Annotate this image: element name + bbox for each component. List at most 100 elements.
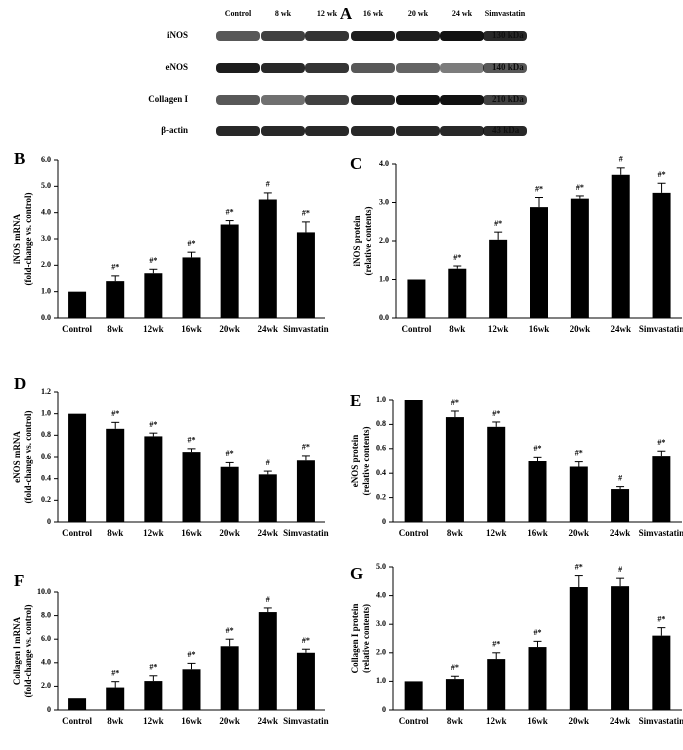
panel-label: A: [340, 4, 353, 23]
x-tick-label: 16wk: [527, 716, 548, 726]
band: [305, 126, 349, 136]
significance-mark: #: [266, 180, 270, 189]
band: [261, 126, 305, 136]
x-tick-label: Simvastatin: [283, 528, 329, 538]
x-tick-label: 20wk: [569, 528, 590, 538]
band: [483, 95, 527, 105]
x-tick-label: 16wk: [527, 528, 548, 538]
y-tick-label: 0.8: [41, 430, 51, 439]
x-tick-label: 8wk: [107, 716, 123, 726]
y-axis-label: (fold-change vs. control): [23, 192, 33, 285]
significance-mark: #*: [302, 209, 310, 218]
band: [351, 95, 395, 105]
bar: [144, 436, 163, 522]
significance-mark: #*: [534, 444, 542, 453]
y-tick-label: 0.0: [379, 313, 389, 322]
row-label: β-actin: [161, 125, 188, 135]
significance-mark: #: [619, 155, 623, 164]
x-tick-label: Control: [399, 528, 429, 538]
x-tick-label: Simvastatin: [639, 324, 683, 334]
band: [261, 31, 305, 41]
y-tick-label: 0.6: [376, 444, 386, 453]
y-tick-label: 4.0: [379, 159, 389, 168]
panel-label: C: [350, 154, 362, 173]
x-tick-label: 8wk: [107, 528, 123, 538]
y-axis-label: (relative contents): [363, 206, 373, 275]
y-tick-label: 0: [382, 517, 386, 526]
y-tick-label: 4.0: [376, 590, 386, 599]
row-label: iNOS: [167, 30, 188, 40]
significance-mark: #*: [657, 438, 665, 447]
y-tick-label: 0.0: [41, 313, 51, 322]
y-tick-label: 5.0: [41, 181, 51, 190]
x-tick-label: 12wk: [488, 324, 509, 334]
y-tick-label: 6.0: [41, 155, 51, 164]
y-tick-label: 4.0: [41, 658, 51, 667]
x-tick-label: 24wk: [258, 528, 279, 538]
bar: [144, 273, 163, 318]
x-tick-label: Simvastatin: [283, 716, 329, 726]
bar: [106, 428, 125, 522]
y-axis-label: iNOS protein: [352, 215, 362, 266]
bar: [652, 456, 671, 522]
y-tick-label: 2.0: [379, 236, 389, 245]
lane-label: 12 wk: [317, 9, 338, 18]
bar: [489, 239, 508, 318]
band: [351, 126, 395, 136]
y-axis-label: eNOS protein: [350, 435, 360, 488]
x-tick-label: 12wk: [143, 528, 164, 538]
x-tick-label: Simvastatin: [639, 528, 683, 538]
significance-mark: #*: [492, 640, 500, 649]
bar: [182, 669, 201, 710]
bar: [220, 646, 239, 710]
bar: [68, 413, 87, 522]
significance-mark: #*: [111, 263, 119, 272]
band: [216, 126, 260, 136]
x-tick-label: 16wk: [181, 324, 202, 334]
x-tick-label: Control: [62, 716, 92, 726]
x-tick-label: 20wk: [569, 716, 590, 726]
y-tick-label: 6.0: [41, 634, 51, 643]
panel-label: D: [14, 374, 26, 393]
significance-mark: #*: [149, 420, 157, 429]
bar: [296, 460, 315, 522]
band: [396, 126, 440, 136]
x-tick-label: Control: [62, 324, 92, 334]
y-tick-label: 0.6: [41, 452, 51, 461]
y-tick-label: 0.2: [376, 492, 386, 501]
x-tick-label: 12wk: [143, 716, 164, 726]
x-tick-label: 8wk: [107, 324, 123, 334]
x-tick-label: 24wk: [610, 716, 631, 726]
bar: [404, 400, 423, 522]
band: [483, 126, 527, 136]
bar: [258, 612, 277, 710]
y-tick-label: 3.0: [379, 197, 389, 206]
bar: [487, 659, 506, 710]
significance-mark: #*: [492, 409, 500, 418]
y-tick-label: 3.0: [41, 234, 51, 243]
x-tick-label: Simvastatin: [639, 716, 683, 726]
band: [440, 31, 484, 41]
lane-label: 16 wk: [363, 9, 384, 18]
significance-mark: #*: [535, 184, 543, 193]
bar: [220, 224, 239, 318]
bar: [144, 681, 163, 710]
y-tick-label: 2.0: [41, 681, 51, 690]
x-tick-label: 24wk: [258, 324, 279, 334]
band: [216, 95, 260, 105]
band: [351, 31, 395, 41]
significance-mark: #*: [451, 663, 459, 672]
lane-label: 20 wk: [408, 9, 429, 18]
bar: [68, 698, 87, 710]
band: [483, 31, 527, 41]
bar: [652, 635, 671, 710]
x-tick-label: Control: [399, 716, 429, 726]
y-axis-label: (relative contents): [361, 426, 371, 495]
bar: [611, 586, 630, 710]
band: [216, 31, 260, 41]
y-axis-label: Collagen Ⅰ mRNA: [12, 616, 22, 685]
y-tick-label: 3.0: [376, 619, 386, 628]
band: [305, 95, 349, 105]
y-tick-label: 0: [47, 517, 51, 526]
